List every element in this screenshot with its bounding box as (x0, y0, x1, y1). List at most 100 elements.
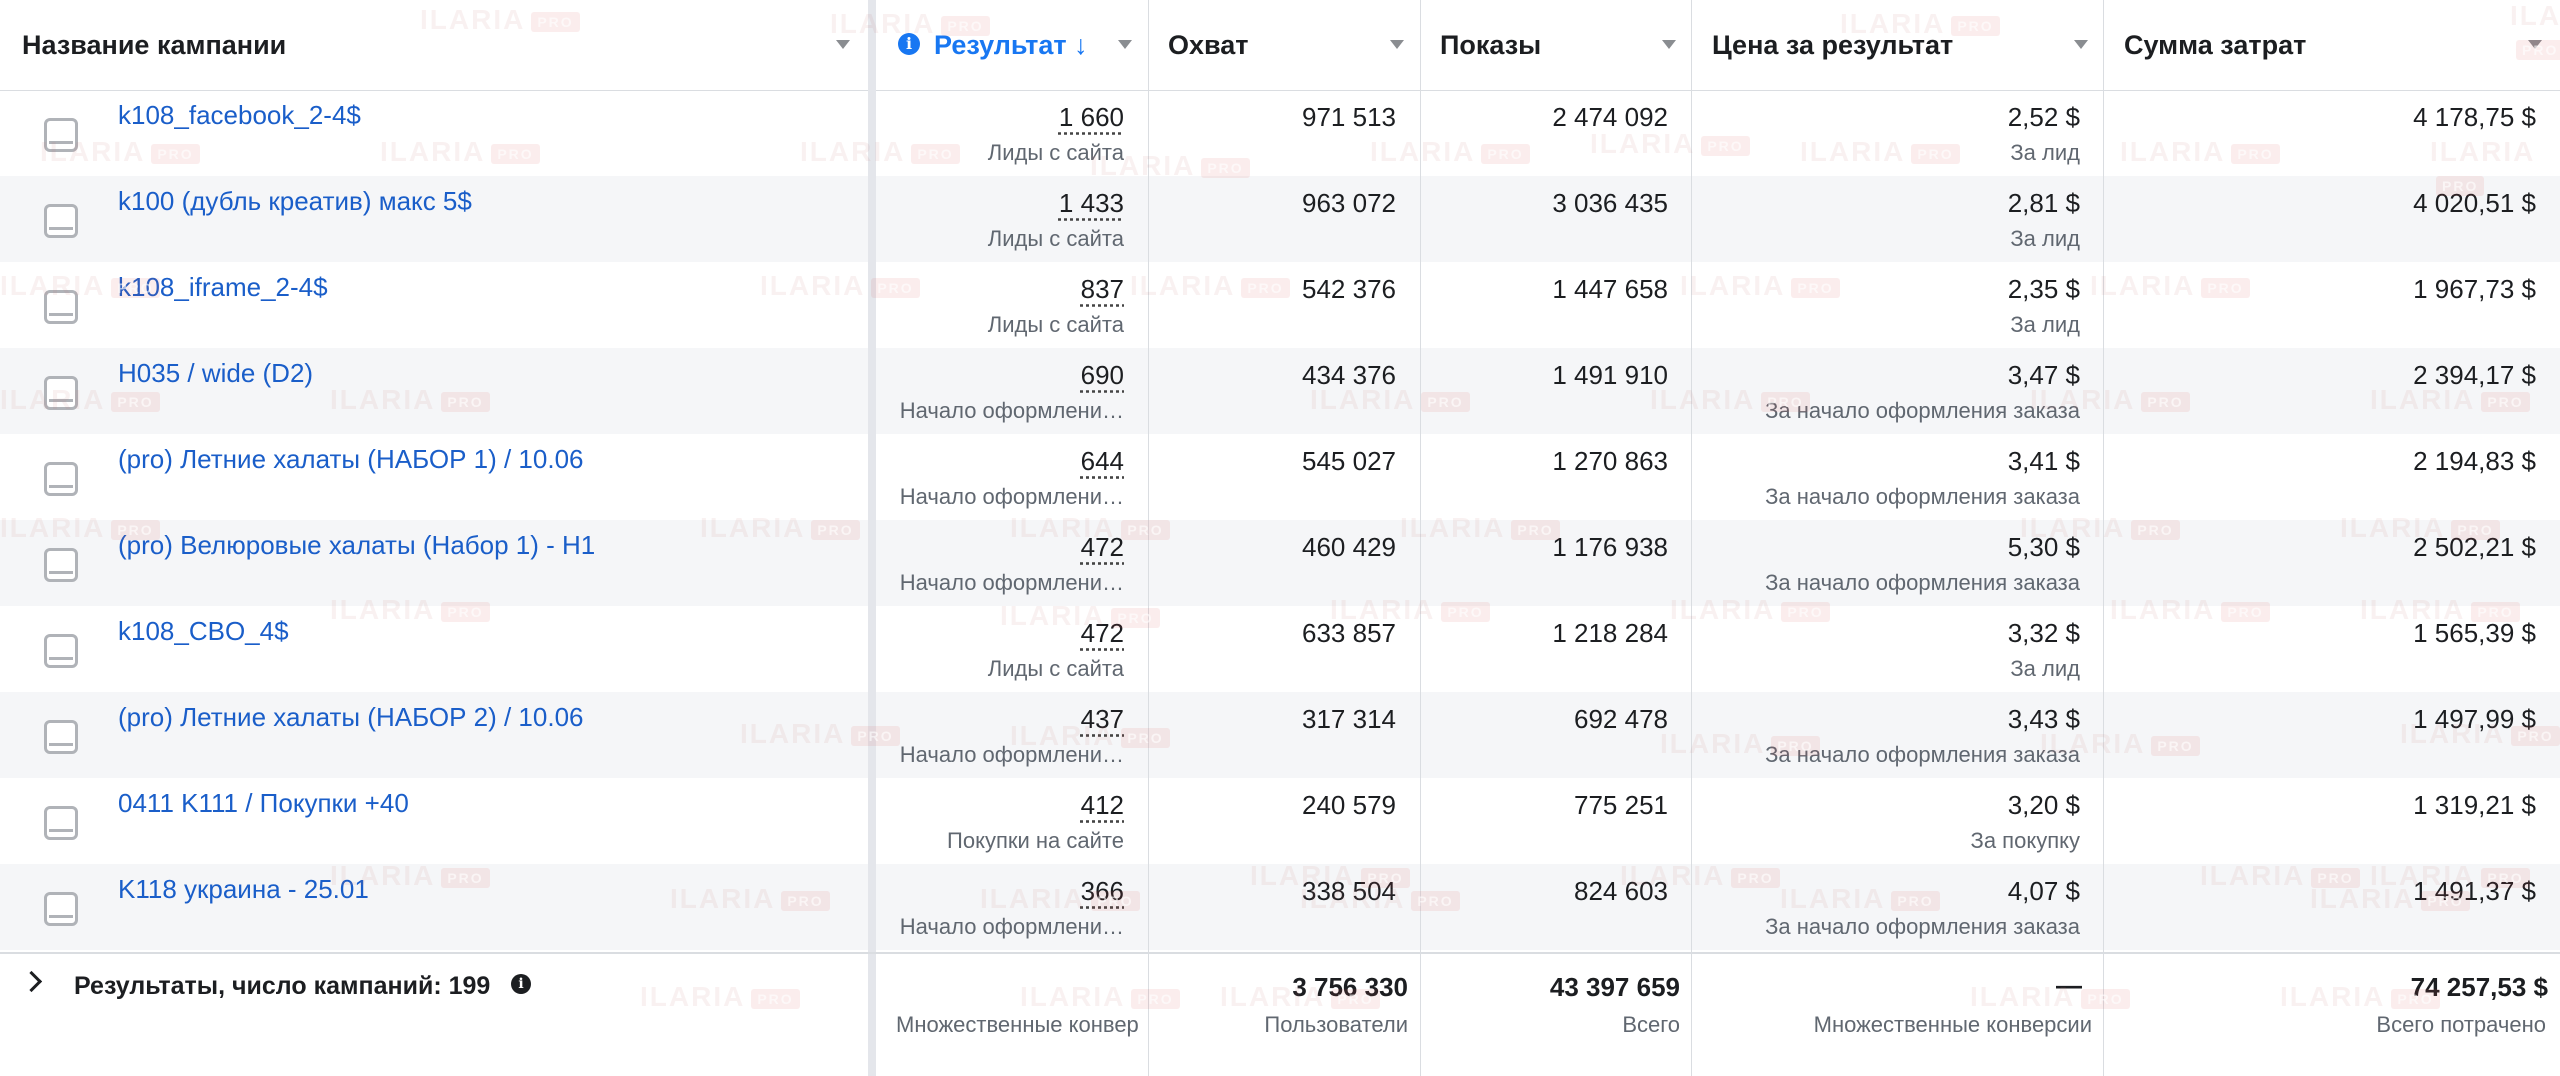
spend-value: 4 178,75 $ (2413, 102, 2536, 133)
cost-per-result-type: За начало оформления заказа (1765, 398, 2080, 424)
watermark: ILARIAPRO (2090, 270, 2250, 302)
result-value[interactable]: 644 (1081, 446, 1124, 477)
campaign-name-link[interactable]: H035 / wide (D2) (118, 358, 313, 389)
watermark: ILARIAPRO (1800, 136, 1960, 168)
cost-per-result-type: За лид (2010, 140, 2080, 166)
cost-per-result-value: 3,43 $ (2008, 704, 2080, 735)
watermark: ILARIAPRO (1680, 270, 1840, 302)
cost-per-result-type: За лид (2010, 312, 2080, 338)
result-type: Лиды с сайта (988, 226, 1124, 252)
caret-down-icon[interactable] (1390, 40, 1404, 49)
reach-value: 434 376 (1302, 360, 1396, 391)
header-cost-per-result[interactable]: Цена за результат (1712, 30, 1953, 61)
result-type: Начало оформлени… (900, 484, 1124, 510)
cost-per-result-value: 5,30 $ (2008, 532, 2080, 563)
column-divider[interactable] (868, 0, 876, 1076)
column-divider (1691, 0, 1692, 1076)
campaign-name-link[interactable]: (pro) Летние халаты (НАБОР 1) / 10.06 (118, 444, 584, 475)
campaign-name-link[interactable]: K118 украина - 25.01 (118, 874, 369, 905)
campaign-name-link[interactable]: k108_CBO_4$ (118, 616, 289, 647)
row-checkbox[interactable] (44, 548, 78, 582)
spend-value: 2 394,17 $ (2413, 360, 2536, 391)
footer-spend: 74 257,53 $ (2411, 972, 2548, 1003)
reach-value: 317 314 (1302, 704, 1396, 735)
reach-value: 963 072 (1302, 188, 1396, 219)
caret-down-icon[interactable] (2074, 40, 2088, 49)
row-bg (0, 348, 2560, 434)
row-checkbox[interactable] (44, 634, 78, 668)
impressions-value: 1 218 284 (1552, 618, 1668, 649)
campaign-name-link[interactable]: k108_iframe_2-4$ (118, 272, 328, 303)
campaign-name-link[interactable]: k100 (дубль креатив) макс 5$ (118, 186, 472, 217)
result-value[interactable]: 1 433 (1059, 188, 1124, 219)
cost-per-result-value: 2,81 $ (2008, 188, 2080, 219)
row-checkbox[interactable] (44, 204, 78, 238)
spend-value: 2 502,21 $ (2413, 532, 2536, 563)
cost-per-result-value: 3,20 $ (2008, 790, 2080, 821)
result-type: Лиды с сайта (988, 312, 1124, 338)
row-checkbox[interactable] (44, 376, 78, 410)
column-divider (1148, 0, 1149, 1076)
impressions-value: 775 251 (1574, 790, 1668, 821)
impressions-value: 692 478 (1574, 704, 1668, 735)
result-value[interactable]: 690 (1081, 360, 1124, 391)
reach-value: 633 857 (1302, 618, 1396, 649)
result-value[interactable]: 472 (1081, 618, 1124, 649)
footer-impressions-subtitle: Всего (1622, 1012, 1680, 1038)
row-checkbox[interactable] (44, 462, 78, 496)
caret-down-icon[interactable] (1118, 40, 1132, 49)
watermark: ILARIAPRO (380, 136, 540, 168)
footer-cost-per-result-subtitle: Множественные конверсии (1814, 1012, 2092, 1038)
cost-per-result-type: За начало оформления заказа (1765, 742, 2080, 768)
result-value[interactable]: 412 (1081, 790, 1124, 821)
row-checkbox[interactable] (44, 118, 78, 152)
spend-value: 4 020,51 $ (2413, 188, 2536, 219)
header-impressions[interactable]: Показы (1440, 30, 1541, 61)
result-value[interactable]: 472 (1081, 532, 1124, 563)
campaign-name-link[interactable]: (pro) Велюровые халаты (Набор 1) - H1 (118, 530, 595, 561)
watermark: ILARIAPRO (2120, 136, 2280, 168)
cost-per-result-value: 2,35 $ (2008, 274, 2080, 305)
spend-value: 1 491,37 $ (2413, 876, 2536, 907)
cost-per-result-value: 3,32 $ (2008, 618, 2080, 649)
spend-value: 1 497,99 $ (2413, 704, 2536, 735)
result-value[interactable]: 1 660 (1059, 102, 1124, 133)
row-checkbox[interactable] (44, 806, 78, 840)
row-checkbox[interactable] (44, 720, 78, 754)
result-value[interactable]: 366 (1081, 876, 1124, 907)
header-spend[interactable]: Сумма затрат (2124, 30, 2306, 61)
info-icon[interactable]: i (898, 33, 920, 55)
result-type: Покупки на сайте (947, 828, 1124, 854)
reach-value: 460 429 (1302, 532, 1396, 563)
watermark: ILARIAPRO (1020, 981, 1180, 1013)
watermark: ILARIAPRO (640, 981, 800, 1013)
spend-value: 1 319,21 $ (2413, 790, 2536, 821)
footer-spend-subtitle: Всего потрачено (2376, 1012, 2546, 1038)
result-type: Начало оформлени… (900, 398, 1124, 424)
campaign-name-link[interactable]: k108_facebook_2-4$ (118, 100, 361, 131)
header-result[interactable]: Результат ↓ (934, 30, 1088, 61)
caret-down-icon[interactable] (1662, 40, 1676, 49)
result-value[interactable]: 437 (1081, 704, 1124, 735)
cost-per-result-value: 2,52 $ (2008, 102, 2080, 133)
watermark: ILARIAPRO (1970, 981, 2130, 1013)
result-type: Начало оформлени… (900, 570, 1124, 596)
row-checkbox[interactable] (44, 892, 78, 926)
campaign-name-link[interactable]: (pro) Летние халаты (НАБОР 2) / 10.06 (118, 702, 584, 733)
cost-per-result-value: 3,47 $ (2008, 360, 2080, 391)
caret-down-icon[interactable] (836, 40, 850, 49)
info-icon[interactable]: i (511, 974, 531, 994)
reach-value: 240 579 (1302, 790, 1396, 821)
result-type: Начало оформлени… (900, 914, 1124, 940)
cost-per-result-value: 3,41 $ (2008, 446, 2080, 477)
caret-down-icon[interactable] (2528, 40, 2542, 49)
chevron-right-icon[interactable] (21, 971, 42, 992)
header-campaign-name[interactable]: Название кампании (22, 30, 286, 61)
campaign-name-link[interactable]: 0411 K111 / Покупки +40 (118, 788, 409, 819)
row-checkbox[interactable] (44, 290, 78, 324)
result-value[interactable]: 837 (1081, 274, 1124, 305)
cost-per-result-type: За начало оформления заказа (1765, 484, 2080, 510)
impressions-value: 1 447 658 (1552, 274, 1668, 305)
header-reach[interactable]: Охват (1168, 30, 1249, 61)
